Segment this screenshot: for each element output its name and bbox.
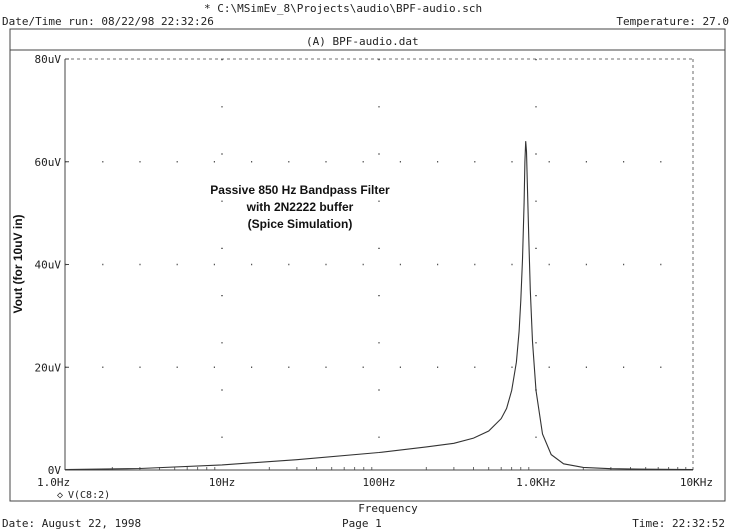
x-tick-label: 1.0Hz <box>37 476 70 489</box>
tick-labels: 1.0Hz 10Hz 100Hz 1.0KHz 10KHz 0V 20uV 40uV 60uV 8… <box>35 53 714 489</box>
series-line-vc82 <box>64 141 694 471</box>
file-path: * C:\MSimEv_8\Projects\audio\BPF-audio.s… <box>204 2 483 15</box>
y-tick-label: 60uV <box>35 156 62 169</box>
annotation-line-3: (Spice Simulation) <box>247 217 353 231</box>
legend-label: V(C8:2) <box>68 490 110 501</box>
y-tick-label: 80uV <box>35 53 62 66</box>
annotation-block: Passive 850 Hz Bandpass Filter with 2N22… <box>170 182 430 233</box>
footer-time: Time: 22:32:52 <box>632 517 725 530</box>
y-tick-label: 40uV <box>35 259 62 272</box>
legend-marker-icon: ◇ <box>57 490 63 501</box>
x-axis-label: Frequency <box>358 502 418 515</box>
annotation-line-2: with 2N2222 buffer <box>246 200 354 214</box>
footer-date: Date: August 22, 1998 <box>2 517 142 530</box>
x-tick-label: 100Hz <box>362 476 395 489</box>
y-axis-label: Vout (for 10uV in) <box>11 214 25 313</box>
x-tick-label: 10Hz <box>209 476 236 489</box>
x-tick-label: 1.0KHz <box>516 476 556 489</box>
annotation-line-1: Passive 850 Hz Bandpass Filter <box>210 183 390 197</box>
legend: ◇ V(C8:2) <box>57 490 110 501</box>
x-tick-label: 10KHz <box>680 476 713 489</box>
y-tick-label: 0V <box>48 464 62 477</box>
grid <box>65 59 693 470</box>
plot-axes <box>64 58 694 471</box>
temperature: Temperature: 27.0 <box>616 15 729 28</box>
y-tick-label: 20uV <box>35 361 62 374</box>
plot-frame <box>9 28 726 502</box>
footer-page: Page 1 <box>342 517 382 530</box>
dataset-title: (A) BPF-audio.dat <box>306 35 419 48</box>
run-datetime: Date/Time run: 08/22/98 22:32:26 <box>2 15 214 28</box>
